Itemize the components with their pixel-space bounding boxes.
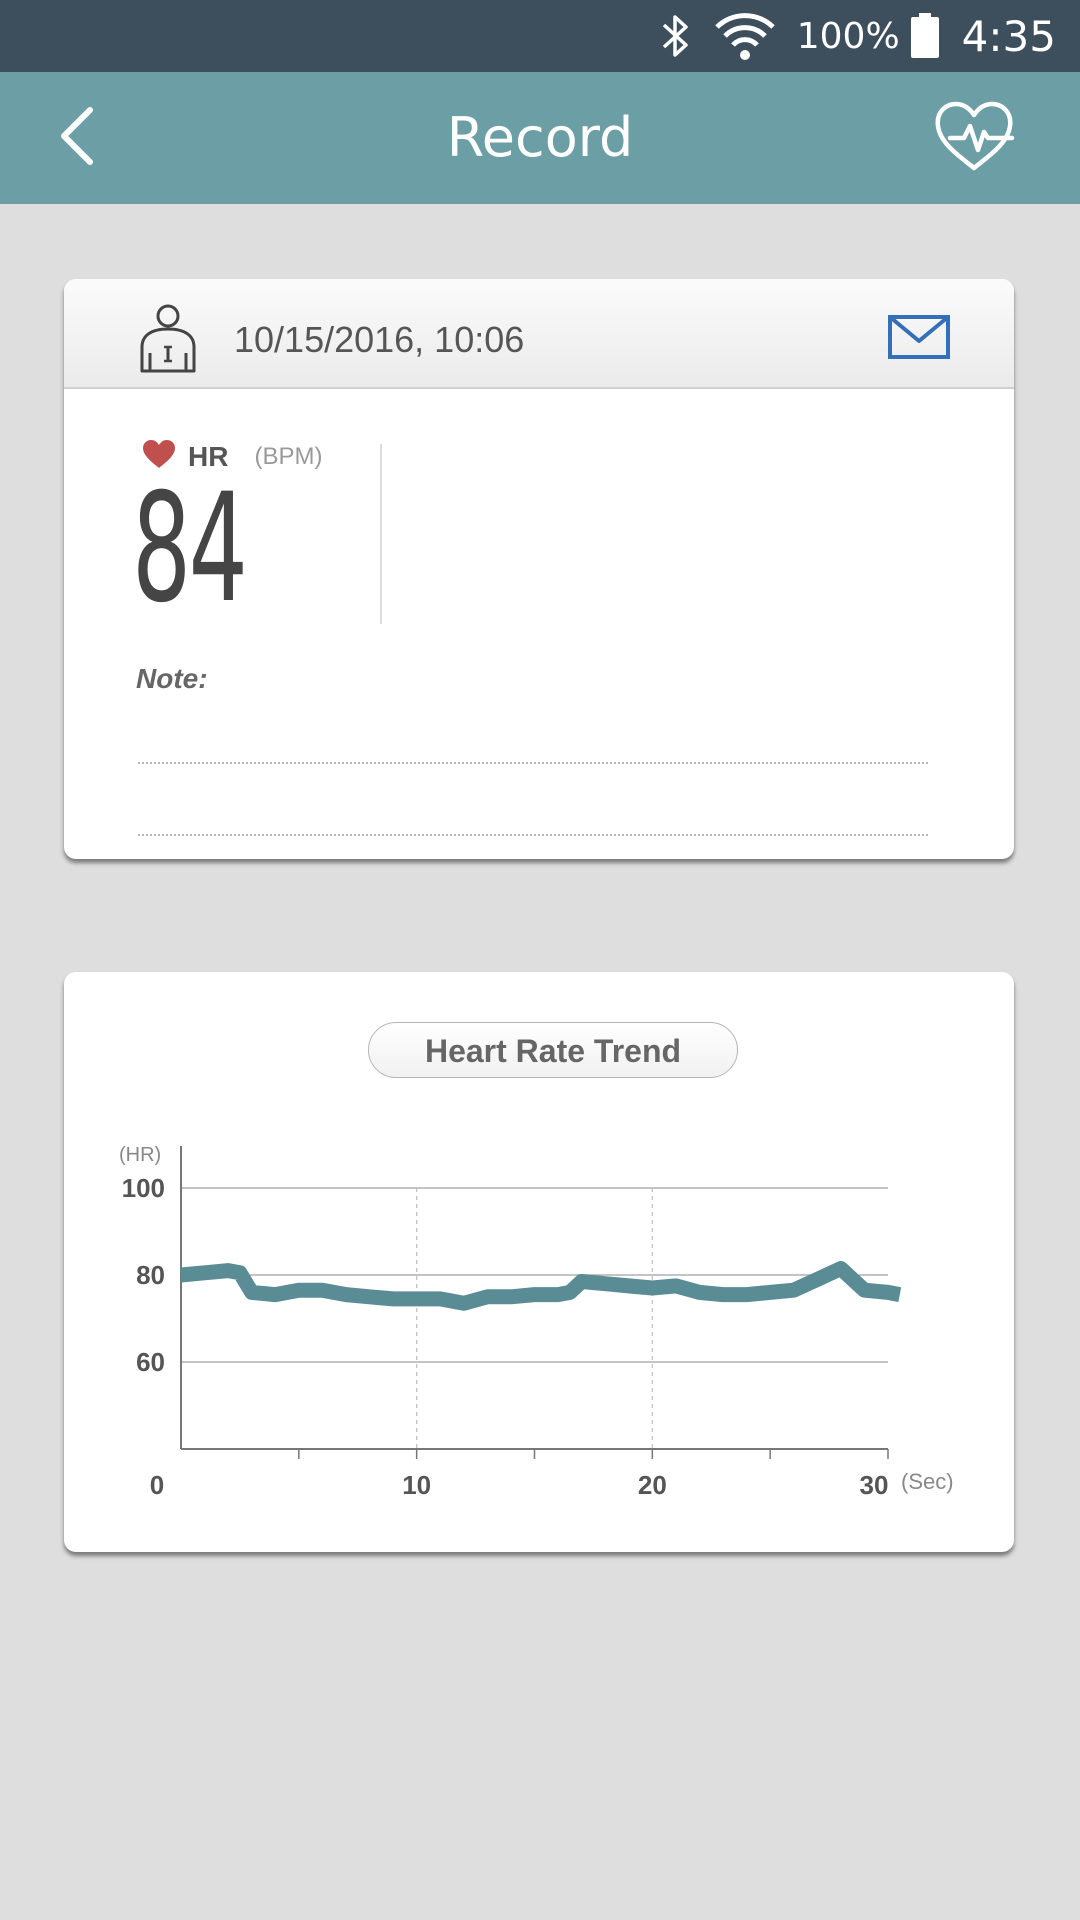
note-input-line-2[interactable]	[138, 834, 928, 836]
battery-icon	[910, 13, 940, 59]
person-icon	[138, 303, 198, 373]
heart-rate-chart: 100 80 60 0 10 20 30 (HR) (Sec)	[119, 1144, 954, 1500]
x-tick-label: 20	[638, 1470, 667, 1500]
record-datetime: 10/15/2016, 10:06	[234, 319, 525, 360]
hr-value: 84	[132, 462, 248, 636]
mail-button[interactable]	[888, 315, 950, 359]
battery-percent: 100%	[796, 15, 900, 57]
x-axis-label: (Sec)	[901, 1469, 954, 1494]
back-button[interactable]	[40, 102, 112, 174]
heart-icon	[142, 439, 176, 474]
record-header: 10/15/2016, 10:06	[64, 279, 1014, 389]
heart-rate-button[interactable]	[932, 100, 1016, 176]
series-line	[180, 1261, 902, 1311]
divider	[380, 444, 382, 624]
y-tick-label: 100	[122, 1173, 165, 1203]
hr-label-row: HR (BPM)	[142, 439, 322, 474]
x-tick-label: 10	[402, 1470, 431, 1500]
bluetooth-icon	[659, 13, 693, 59]
trend-card: Heart Rate Trend 100 80 60 0 10 20 30 (HR) (Sec)	[64, 972, 1014, 1552]
status-bar: 100% 4:35	[0, 0, 1080, 72]
x-tick-label: 0	[150, 1470, 164, 1500]
app-bar: Record	[0, 72, 1080, 204]
page-title: Record	[446, 106, 634, 169]
chart-title: Heart Rate Trend	[368, 1022, 738, 1078]
y-tick-label: 80	[136, 1260, 165, 1290]
hr-unit: (BPM)	[254, 442, 323, 470]
heart-pulse-icon	[932, 100, 1016, 177]
y-tick-label: 60	[136, 1347, 165, 1377]
y-axis-label: (HR)	[119, 1144, 161, 1166]
record-card: 10/15/2016, 10:06 HR (BPM) 84 Note:	[64, 279, 1014, 859]
status-clock: 4:35	[961, 11, 1056, 61]
chevron-left-icon	[56, 106, 96, 171]
note-label: Note:	[136, 663, 208, 694]
hr-label: HR	[188, 440, 229, 472]
mail-icon	[888, 315, 950, 363]
wifi-icon	[715, 11, 775, 61]
note-input-line-1[interactable]	[138, 762, 928, 764]
x-tick-label: 30	[860, 1470, 889, 1500]
